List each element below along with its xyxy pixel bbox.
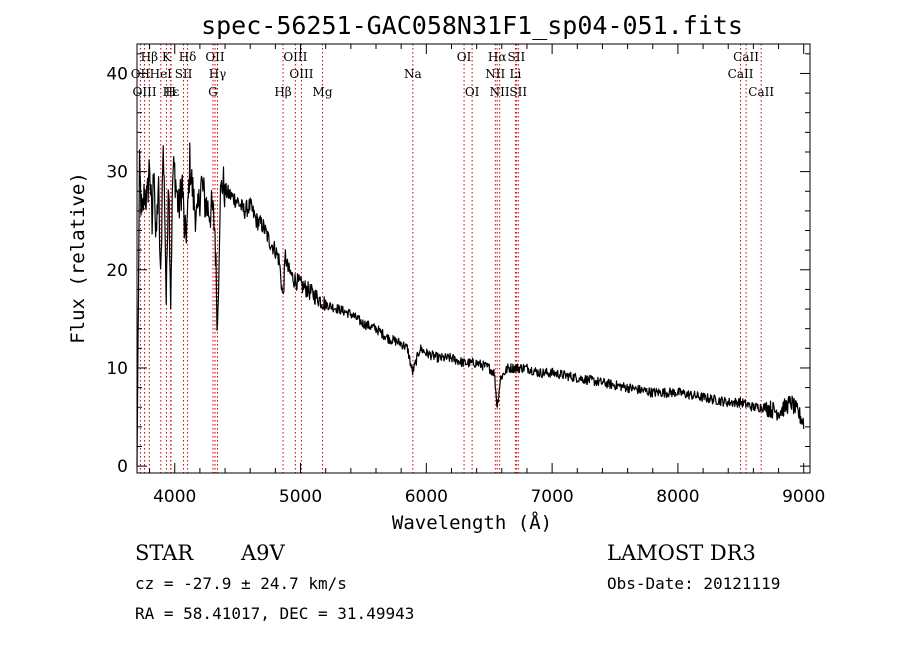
x-tick-label-2: 6000: [405, 487, 448, 507]
line-label-0: Hβ: [141, 50, 158, 64]
x-tick-label-0: 4000: [153, 487, 196, 507]
x-axis: 4000 5000 6000 7000 8000 9000: [149, 44, 825, 507]
line-label-1: K: [162, 50, 172, 64]
line-label-15: NII: [485, 67, 505, 81]
y-tick-label-3: 30: [106, 163, 128, 183]
spectrum-line: [136, 142, 805, 467]
line-label-17: CaII: [728, 67, 754, 81]
line-label-11: SII: [175, 67, 193, 81]
x-tick-label-4: 8000: [656, 487, 699, 507]
line-label-16: Li: [509, 67, 521, 81]
y-tick-label-0: 0: [117, 457, 128, 477]
y-axis: 0 10 20 30 40: [106, 53, 810, 477]
x-tick-label-3: 7000: [530, 487, 573, 507]
x-tick-label-5: 9000: [782, 487, 825, 507]
line-label-9: OII: [131, 67, 151, 81]
line-label-2: Hδ: [179, 50, 197, 64]
plot-frame: [136, 43, 811, 474]
line-label-13: OIII: [289, 67, 313, 81]
line-label-7: SII: [508, 50, 526, 64]
line-label-18: OIII: [133, 85, 157, 99]
redshift-value: cz = -27.9 ± 24.7 km/s: [135, 574, 347, 593]
line-marker-group: [139, 44, 762, 473]
line-label-3: OII: [205, 50, 225, 64]
object-class: STAR: [135, 541, 194, 565]
x-axis-label: Wavelength (Å): [392, 511, 552, 534]
x-tick-label-1: 5000: [279, 487, 322, 507]
chart-title: spec-56251-GAC058N31F1_sp04-051.fits: [201, 11, 743, 40]
line-label-26: SII: [509, 85, 527, 99]
line-label-25: NII: [490, 85, 510, 99]
observation-date: Obs-Date: 20121119: [607, 574, 781, 593]
line-label-5: OI: [457, 50, 472, 64]
line-label-19: Hε: [163, 85, 180, 99]
y-tick-label-2: 20: [106, 261, 128, 281]
line-label-24: OI: [465, 85, 480, 99]
line-label-10: HeI: [150, 67, 173, 81]
y-tick-label-4: 40: [106, 64, 128, 84]
line-label-23: Mg: [313, 85, 333, 99]
line-label-6: Hα: [488, 50, 507, 64]
line-label-14: Na: [404, 67, 422, 81]
line-label-4: OIII: [283, 50, 307, 64]
y-tick-label-1: 10: [106, 359, 128, 379]
object-subclass: A9V: [241, 541, 285, 565]
line-label-21: G: [208, 85, 218, 99]
line-label-8: CaII: [733, 50, 759, 64]
survey-name: LAMOST DR3: [607, 541, 756, 565]
line-label-27: CaII: [748, 85, 774, 99]
y-axis-label: Flux (relative): [67, 172, 89, 344]
coordinates: RA = 58.41017, DEC = 31.49943: [135, 604, 415, 623]
line-label-12: Hγ: [209, 67, 227, 81]
line-label-20: H: [165, 85, 175, 99]
line-label-22: Hβ: [274, 85, 291, 99]
